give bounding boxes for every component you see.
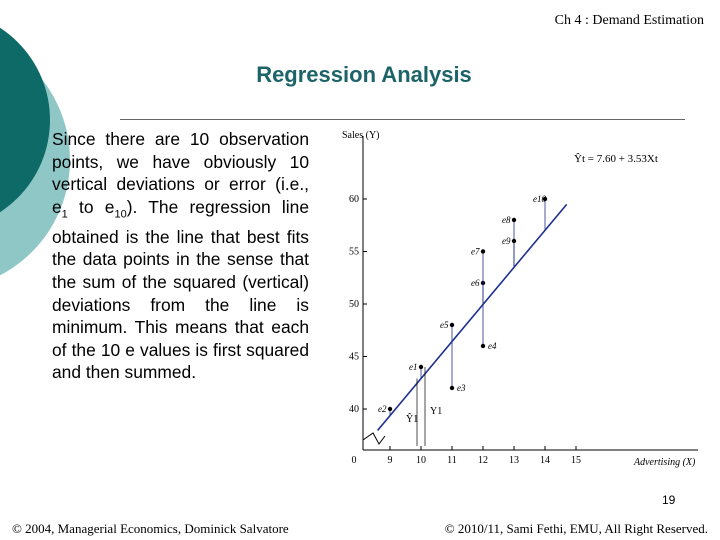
point-label: e7 <box>471 247 480 257</box>
dark-circle-shape <box>0 27 50 213</box>
yhat-annotation: Ŷ1 <box>406 413 418 425</box>
data-point <box>449 322 455 328</box>
body-paragraph: Since there are 10 observation points, w… <box>52 128 309 384</box>
body-to: to e <box>67 196 115 217</box>
point-label: e1 <box>409 362 418 372</box>
x-tick-label: 14 <box>540 455 550 466</box>
slide-title: Regression Analysis <box>256 62 472 87</box>
data-point <box>480 343 486 349</box>
x-tick-label: 0 <box>352 455 357 466</box>
y-tick-label: 40 <box>349 404 359 415</box>
y-tick-label: 60 <box>349 194 359 205</box>
data-point <box>480 249 486 254</box>
x-tick-label: 13 <box>509 455 519 466</box>
slide-number: 19 <box>662 493 676 507</box>
body-subscript-10: 10 <box>114 208 127 221</box>
point-label: e9 <box>502 236 511 246</box>
data-point <box>542 196 548 202</box>
point-label: e3 <box>457 383 466 393</box>
y-tick-label: 55 <box>349 247 359 258</box>
point-label: e8 <box>502 215 511 225</box>
x-tick-label: 15 <box>571 455 581 466</box>
point-label: e10 <box>533 194 546 204</box>
y-tick-label: 45 <box>349 352 359 363</box>
regression-equation: Ŷt = 7.60 + 3.53Xt <box>574 153 658 165</box>
regression-scatter-plot: Sales (Y) Advertising (X) Ŷt = 7.60 + 3.… <box>336 122 706 472</box>
x-axis-label: Advertising (X) <box>633 457 696 468</box>
title-divider <box>120 119 685 120</box>
y-annotation: Y1 <box>430 406 442 417</box>
footer-copyright-right: © 2010/11, Sami Fethi, EMU, All Right Re… <box>444 521 708 536</box>
y-tick-label: 50 <box>349 299 359 310</box>
data-point <box>449 385 455 391</box>
body-rest: ). The regression line obtained is the l… <box>52 196 309 383</box>
axis-break-mark <box>362 432 386 445</box>
point-label: e4 <box>488 341 497 351</box>
data-point <box>387 406 393 412</box>
point-label: e2 <box>378 404 387 414</box>
point-label: e6 <box>471 278 480 288</box>
x-tick-label: 9 <box>388 455 393 466</box>
data-point <box>511 217 517 223</box>
data-point <box>511 238 517 244</box>
x-tick-label: 11 <box>447 455 457 466</box>
x-tick-label: 10 <box>416 455 426 466</box>
body-lead: Since there are 10 observation points, w… <box>52 129 309 217</box>
decorative-circles <box>0 0 80 300</box>
x-tick-label: 12 <box>478 455 488 466</box>
y-axis-label: Sales (Y) <box>342 130 380 141</box>
footer-copyright-left: © 2004, Managerial Economics, Dominick S… <box>12 521 289 536</box>
point-label: e5 <box>440 320 449 330</box>
chapter-header: Ch 4 : Demand Estimation <box>554 13 704 28</box>
data-point <box>418 364 424 370</box>
body-subscript-1: 1 <box>61 208 68 221</box>
regression-line <box>376 203 568 431</box>
chart-svg: Sales (Y) Advertising (X) Ŷt = 7.60 + 3.… <box>342 130 698 468</box>
